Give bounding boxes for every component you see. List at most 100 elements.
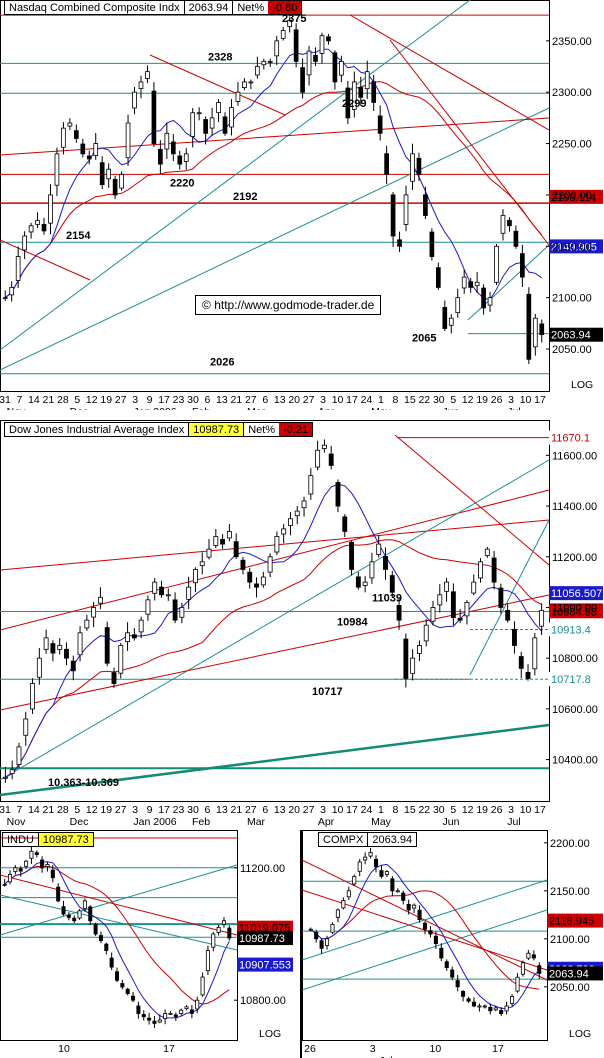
candle-body bbox=[520, 962, 525, 975]
candle-body bbox=[48, 194, 53, 224]
x-tick-label: 17 bbox=[158, 394, 170, 406]
candle-body bbox=[328, 453, 334, 466]
month-label: Jan 2006 bbox=[133, 816, 176, 828]
candle-body bbox=[315, 449, 321, 468]
plot-frame bbox=[0, 0, 550, 392]
x-tick-label: 5 bbox=[74, 804, 80, 816]
y-tick-label: 2100.00 bbox=[552, 293, 592, 305]
candle-body bbox=[226, 531, 232, 539]
candle-body bbox=[371, 81, 377, 103]
candle-body bbox=[213, 536, 219, 546]
x-tick-label: 1 bbox=[378, 804, 384, 816]
candle-body bbox=[537, 965, 542, 974]
candle-body bbox=[9, 769, 15, 775]
x-tick-label: 10 bbox=[520, 394, 532, 406]
candle-body bbox=[466, 998, 471, 1002]
level-label: 2154 bbox=[66, 230, 91, 242]
x-tick-label: 21 bbox=[43, 804, 55, 816]
compx-chart: 2118.9452068.7992063.94 2200.002150.0021… bbox=[302, 830, 603, 1058]
candle-body bbox=[152, 1020, 157, 1024]
candle-body bbox=[84, 619, 90, 629]
candle-body bbox=[417, 909, 422, 921]
candle-body bbox=[293, 29, 299, 62]
candle-body bbox=[491, 557, 497, 583]
trend-line bbox=[0, 723, 550, 797]
x-tick-label: 7 bbox=[17, 804, 23, 816]
candle-body bbox=[30, 683, 35, 710]
candle-body bbox=[86, 155, 92, 160]
candle-body bbox=[260, 576, 266, 586]
y-tick-label: 2350.00 bbox=[552, 36, 592, 48]
candle-body bbox=[72, 917, 77, 922]
candle-body bbox=[22, 235, 27, 251]
month-label: Jun bbox=[443, 816, 460, 828]
price-box bbox=[237, 957, 293, 972]
candle-body bbox=[91, 607, 97, 618]
candle-body bbox=[247, 571, 253, 583]
candle-body bbox=[240, 559, 246, 570]
candle-body bbox=[430, 607, 436, 622]
x-tick-label: 13 bbox=[216, 394, 228, 406]
x-tick-label: 30 bbox=[187, 394, 199, 406]
netpct-value: -0.21 bbox=[279, 423, 313, 436]
trend-line bbox=[0, 874, 238, 936]
trend-line bbox=[149, 54, 286, 116]
price-box-label: 10717.8 bbox=[551, 674, 591, 686]
x-tick-label: 3 bbox=[320, 804, 326, 816]
candle-body bbox=[163, 1013, 168, 1019]
candle-body bbox=[138, 81, 144, 90]
trend-line bbox=[0, 459, 550, 781]
month-label: Jul bbox=[507, 816, 520, 828]
last-value: 10987.73 bbox=[37, 833, 93, 846]
candle-body bbox=[313, 54, 318, 62]
candle-body bbox=[379, 870, 384, 877]
candle-body bbox=[484, 548, 490, 556]
y-tick-label: 11400.00 bbox=[552, 501, 597, 513]
x-tick-label: 3 bbox=[370, 1043, 376, 1055]
candle-body bbox=[15, 256, 21, 281]
candle-body bbox=[235, 91, 241, 102]
x-tick-label: 5 bbox=[450, 394, 456, 406]
x-tick-label: 23 bbox=[173, 804, 185, 816]
x-tick-label: 17 bbox=[346, 804, 358, 816]
candle-body bbox=[410, 657, 416, 674]
candle-body bbox=[428, 930, 433, 935]
month-label: Nov bbox=[7, 406, 26, 410]
x-tick-label: 26 bbox=[304, 1043, 316, 1055]
candle-body bbox=[281, 528, 287, 535]
month-label: Mar bbox=[247, 816, 266, 828]
candle-body bbox=[56, 886, 61, 902]
candle-body bbox=[209, 117, 215, 129]
candle-body bbox=[274, 40, 280, 57]
candle-body bbox=[45, 864, 50, 867]
candle-body bbox=[229, 107, 234, 128]
trend-line bbox=[0, 239, 91, 281]
candle-body bbox=[104, 627, 110, 664]
x-tick-label: 26 bbox=[491, 394, 503, 406]
y-tick-label: 2300.00 bbox=[552, 87, 592, 99]
x-tick-label: 26 bbox=[491, 804, 503, 816]
candle-body bbox=[70, 660, 76, 672]
month-label: Feb bbox=[192, 816, 210, 828]
candle-body bbox=[74, 130, 79, 139]
candle-body bbox=[526, 293, 532, 360]
y-tick-label: 10800.00 bbox=[552, 653, 598, 665]
candle-body bbox=[168, 1013, 173, 1015]
candle-body bbox=[2, 883, 7, 886]
x-tick-label: 14 bbox=[28, 804, 40, 816]
candle-body bbox=[18, 868, 23, 872]
trend-line bbox=[302, 859, 548, 981]
candle-body bbox=[532, 317, 538, 348]
x-tick-label: 3 bbox=[132, 394, 138, 406]
candle-body bbox=[510, 995, 515, 1004]
candle-body bbox=[267, 556, 273, 573]
candle-body bbox=[172, 599, 178, 621]
trend-line bbox=[0, 594, 550, 711]
x-tick-label: 14 bbox=[28, 394, 40, 406]
x-tick-label: 17 bbox=[346, 394, 358, 406]
candle-body bbox=[396, 605, 402, 621]
x-tick-label: 3 bbox=[508, 394, 514, 406]
moving-average-line bbox=[310, 890, 540, 990]
x-tick-label: 3 bbox=[320, 394, 326, 406]
x-tick-label: 19 bbox=[100, 394, 112, 406]
